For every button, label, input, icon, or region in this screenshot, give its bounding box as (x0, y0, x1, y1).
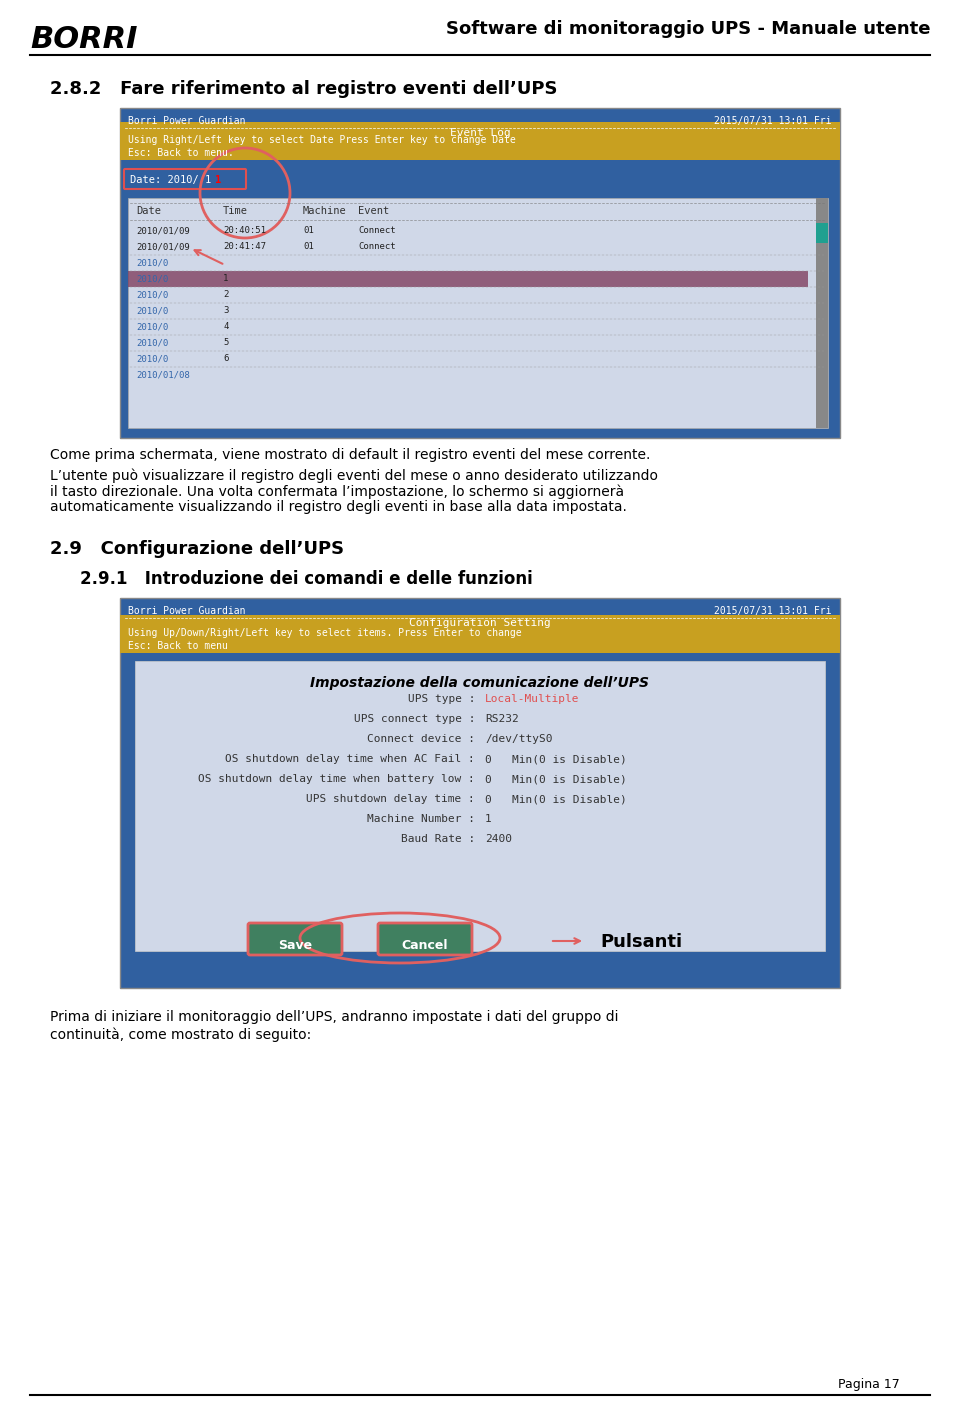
Text: 2010/0: 2010/0 (136, 354, 168, 363)
Text: Esc: Back to menu: Esc: Back to menu (128, 641, 228, 650)
Text: 20:41:47: 20:41:47 (223, 243, 266, 251)
Text: 2010/0: 2010/0 (136, 322, 168, 332)
Text: L’utente può visualizzare il registro degli eventi del mese o anno desiderato ut: L’utente può visualizzare il registro de… (50, 468, 658, 483)
Text: 3: 3 (223, 306, 228, 315)
Text: 0   Min(0 is Disable): 0 Min(0 is Disable) (485, 775, 627, 785)
Text: 01: 01 (303, 243, 314, 251)
Text: UPS connect type :: UPS connect type : (353, 714, 475, 724)
Text: 01: 01 (303, 226, 314, 236)
Bar (816, 198, 828, 428)
Text: Time: Time (223, 206, 248, 216)
Text: Borri Power Guardian: Borri Power Guardian (128, 116, 246, 126)
Text: 2015/07/31 13:01 Fri: 2015/07/31 13:01 Fri (714, 605, 832, 617)
Text: Using Right/Left key to select Date Press Enter key to change Date: Using Right/Left key to select Date Pres… (128, 135, 516, 145)
Text: 2010/0: 2010/0 (136, 258, 168, 267)
Text: 2010/01/09: 2010/01/09 (136, 243, 190, 251)
Bar (816, 223, 828, 243)
Text: UPS type :: UPS type : (407, 694, 475, 704)
Text: 2010/0: 2010/0 (136, 274, 168, 284)
Text: 2400: 2400 (485, 834, 512, 844)
Text: Event Log: Event Log (449, 128, 511, 138)
Text: BORRI: BORRI (30, 25, 137, 54)
Text: Configuration Setting: Configuration Setting (409, 618, 551, 628)
Text: Borri Power Guardian: Borri Power Guardian (128, 605, 246, 617)
FancyBboxPatch shape (248, 923, 342, 955)
Text: RS232: RS232 (485, 714, 518, 724)
Bar (128, 271, 808, 286)
FancyBboxPatch shape (378, 923, 472, 955)
Text: 2010/0: 2010/0 (136, 339, 168, 347)
Text: 2010/01/09: 2010/01/09 (136, 226, 190, 236)
Text: 1: 1 (485, 814, 492, 824)
Text: 2010/0: 2010/0 (136, 306, 168, 315)
Text: /dev/ttyS0: /dev/ttyS0 (485, 734, 553, 744)
Text: 2.9.1   Introduzione dei comandi e delle funzioni: 2.9.1 Introduzione dei comandi e delle f… (80, 570, 533, 588)
Text: automaticamente visualizzando il registro degli eventi in base alla data imposta: automaticamente visualizzando il registr… (50, 499, 627, 514)
Text: continuità, come mostrato di seguito:: continuità, come mostrato di seguito: (50, 1027, 311, 1041)
Text: 2.9   Configurazione dell’UPS: 2.9 Configurazione dell’UPS (50, 540, 344, 557)
Text: 20:40:51: 20:40:51 (223, 226, 266, 236)
Text: 1: 1 (223, 274, 228, 284)
Text: Pulsanti: Pulsanti (600, 933, 683, 951)
Text: Software di monitoraggio UPS - Manuale utente: Software di monitoraggio UPS - Manuale u… (445, 20, 930, 38)
Bar (120, 121, 840, 159)
Text: Prima di iniziare il monitoraggio dell’UPS, andranno impostate i dati del gruppo: Prima di iniziare il monitoraggio dell’U… (50, 1010, 618, 1024)
Bar (128, 198, 828, 428)
Text: Machine Number :: Machine Number : (367, 814, 475, 824)
Bar (120, 109, 840, 437)
Text: 2010/0: 2010/0 (136, 291, 168, 299)
Bar (135, 660, 825, 951)
Text: Machine: Machine (303, 206, 347, 216)
Text: 0   Min(0 is Disable): 0 Min(0 is Disable) (485, 794, 627, 804)
Text: Impostazione della comunicazione dell’UPS: Impostazione della comunicazione dell’UP… (310, 676, 650, 690)
Text: Local-Multiple: Local-Multiple (485, 694, 580, 704)
Text: 4: 4 (223, 322, 228, 332)
Text: Event: Event (358, 206, 389, 216)
Text: Cancel: Cancel (401, 938, 448, 952)
Text: Connect: Connect (358, 243, 396, 251)
Text: Date: Date (136, 206, 161, 216)
Text: Save: Save (278, 938, 312, 952)
Bar (120, 598, 840, 988)
Text: Connect device :: Connect device : (367, 734, 475, 744)
Text: 2015/07/31 13:01 Fri: 2015/07/31 13:01 Fri (714, 116, 832, 126)
Text: Date: 2010/ 1: Date: 2010/ 1 (130, 175, 211, 185)
Text: UPS shutdown delay time :: UPS shutdown delay time : (306, 794, 475, 804)
Text: 0   Min(0 is Disable): 0 Min(0 is Disable) (485, 753, 627, 763)
Text: Pagina 17: Pagina 17 (838, 1379, 900, 1391)
Bar (120, 615, 840, 653)
Text: 2010/01/08: 2010/01/08 (136, 370, 190, 380)
Text: OS shutdown delay time when AC Fail :: OS shutdown delay time when AC Fail : (226, 753, 475, 763)
Text: Baud Rate :: Baud Rate : (400, 834, 475, 844)
Text: 2: 2 (223, 291, 228, 299)
Text: 5: 5 (223, 339, 228, 347)
Text: Esc: Back to menu.: Esc: Back to menu. (128, 148, 233, 158)
Text: 2.8.2   Fare riferimento al registro eventi dell’UPS: 2.8.2 Fare riferimento al registro event… (50, 80, 558, 97)
Text: 1: 1 (215, 175, 221, 185)
Text: il tasto direzionale. Una volta confermata l’impostazione, lo schermo si aggiorn: il tasto direzionale. Una volta conferma… (50, 484, 624, 498)
Text: Come prima schermata, viene mostrato di default il registro eventi del mese corr: Come prima schermata, viene mostrato di … (50, 449, 650, 461)
Text: Connect: Connect (358, 226, 396, 236)
Text: OS shutdown delay time when battery low :: OS shutdown delay time when battery low … (199, 775, 475, 785)
Text: 6: 6 (223, 354, 228, 363)
FancyBboxPatch shape (124, 169, 246, 189)
Text: Using Up/Down/Right/Left key to select items. Press Enter to change: Using Up/Down/Right/Left key to select i… (128, 628, 521, 638)
